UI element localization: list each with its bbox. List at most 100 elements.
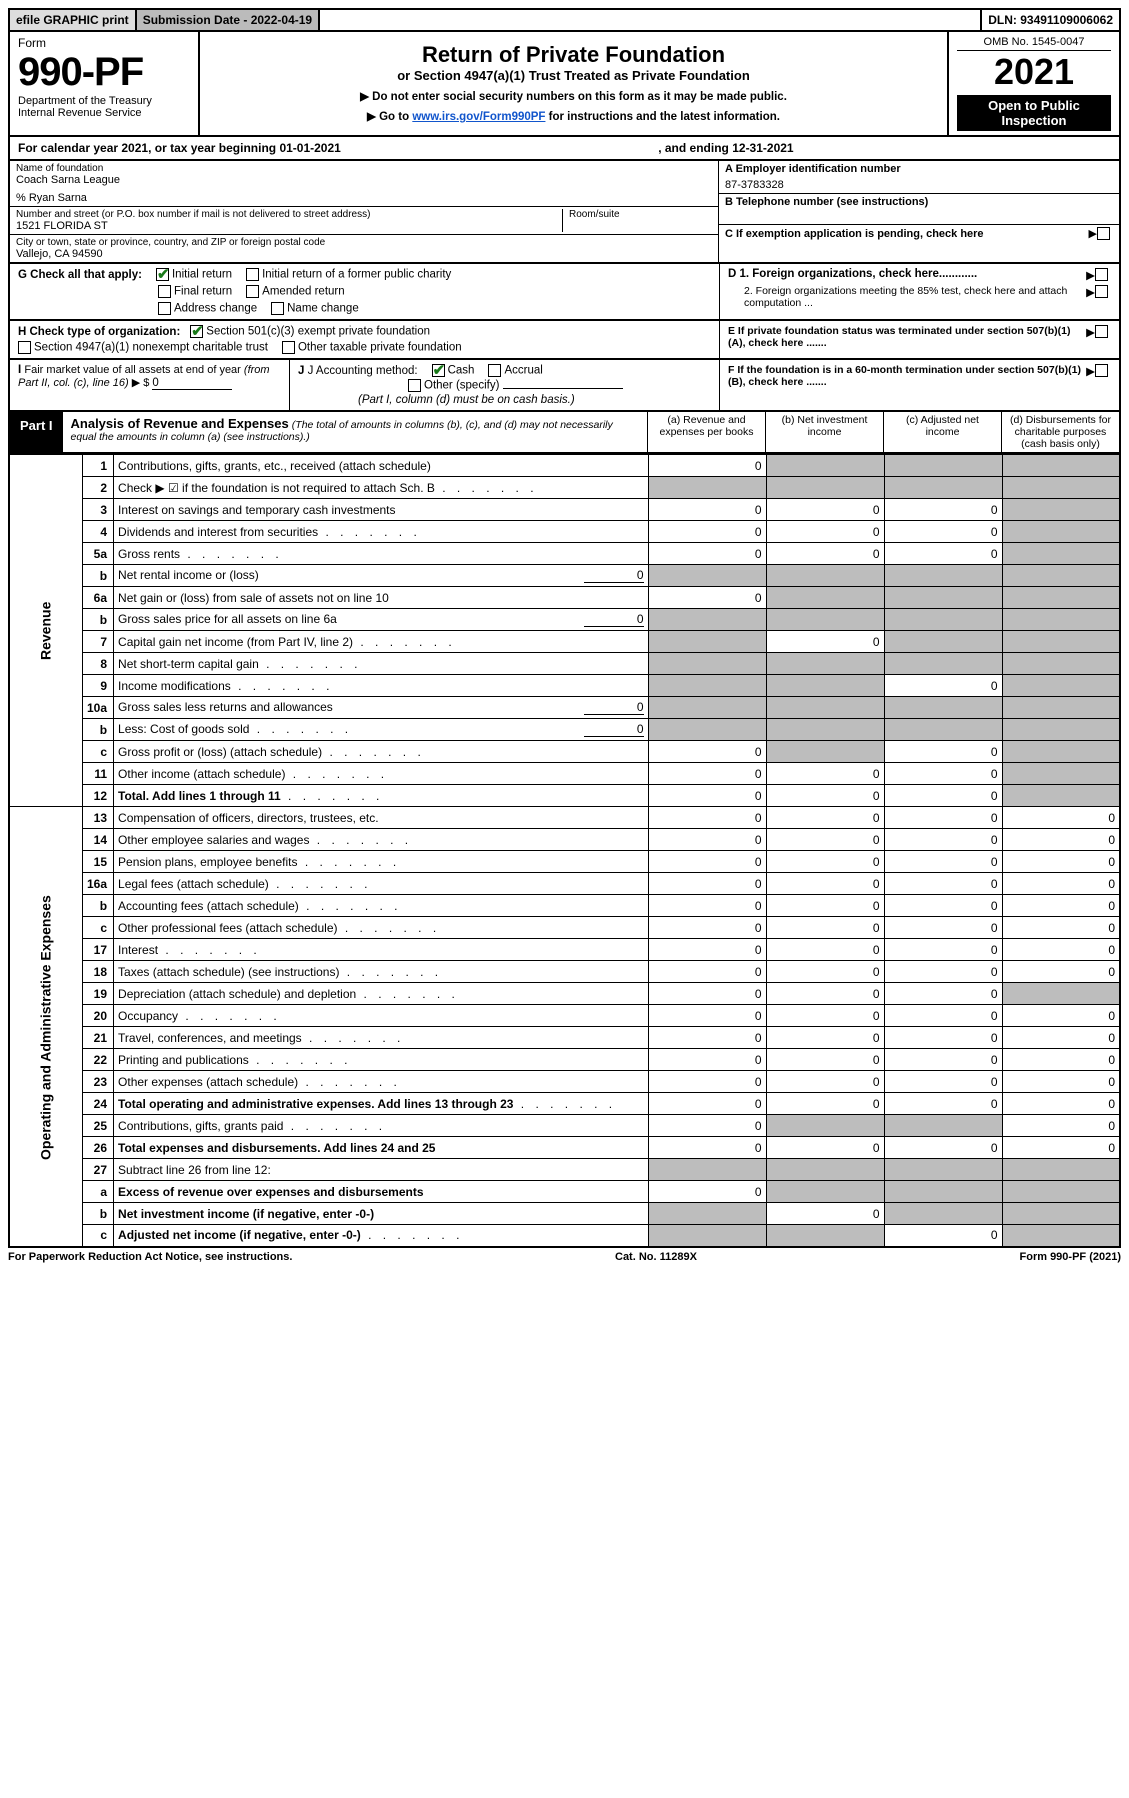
d1-checkbox[interactable] xyxy=(1095,268,1108,281)
line-number: b xyxy=(83,719,114,741)
d2-checkbox[interactable] xyxy=(1095,285,1108,298)
g-initial-checkbox[interactable] xyxy=(156,268,169,281)
g-name-checkbox[interactable] xyxy=(271,302,284,315)
cell-a: 0 xyxy=(648,1071,766,1093)
cell-c: 0 xyxy=(884,1005,1002,1027)
c-checkbox[interactable] xyxy=(1097,227,1110,240)
line-number: 10a xyxy=(83,697,114,719)
cell-c xyxy=(884,1115,1002,1137)
h-501c3-checkbox[interactable] xyxy=(190,325,203,338)
line-desc: Adjusted net income (if negative, enter … xyxy=(114,1225,648,1247)
c-label: C If exemption application is pending, c… xyxy=(725,228,1087,240)
cell-a: 0 xyxy=(648,1137,766,1159)
table-row: 16aLegal fees (attach schedule) . . . . … xyxy=(9,873,1120,895)
line-number: b xyxy=(83,895,114,917)
cell-d: 0 xyxy=(1002,917,1120,939)
e-checkbox[interactable] xyxy=(1095,325,1108,338)
cell-b xyxy=(766,565,884,587)
line-number: c xyxy=(83,1225,114,1247)
line-desc: Gross profit or (loss) (attach schedule)… xyxy=(114,741,648,763)
col-c-header: (c) Adjusted net income xyxy=(883,412,1001,452)
g-address-checkbox[interactable] xyxy=(158,302,171,315)
line-desc: Net gain or (loss) from sale of assets n… xyxy=(114,587,648,609)
g-row: G Check all that apply: Initial return I… xyxy=(18,268,711,281)
form-subtitle: or Section 4947(a)(1) Trust Treated as P… xyxy=(208,68,939,83)
g-final-checkbox[interactable] xyxy=(158,285,171,298)
line-desc: Other expenses (attach schedule) . . . .… xyxy=(114,1071,648,1093)
cell-a: 0 xyxy=(648,961,766,983)
cell-b: 0 xyxy=(766,851,884,873)
cell-b xyxy=(766,697,884,719)
line-number: 1 xyxy=(83,455,114,477)
cell-b: 0 xyxy=(766,521,884,543)
cell-b: 0 xyxy=(766,1137,884,1159)
cell-d: 0 xyxy=(1002,1071,1120,1093)
street-address: 1521 FLORIDA ST xyxy=(16,220,562,232)
cell-a: 0 xyxy=(648,851,766,873)
f-checkbox[interactable] xyxy=(1095,364,1108,377)
f-row: F If the foundation is in a 60-month ter… xyxy=(728,364,1111,388)
line-number: 2 xyxy=(83,477,114,499)
line-desc: Subtract line 26 from line 12: xyxy=(114,1159,648,1181)
city-label: City or town, state or province, country… xyxy=(16,237,712,248)
cell-a: 0 xyxy=(648,983,766,1005)
line-number: 23 xyxy=(83,1071,114,1093)
j-cash-checkbox[interactable] xyxy=(432,364,445,377)
form-title: Return of Private Foundation xyxy=(208,42,939,68)
g-amended-checkbox[interactable] xyxy=(246,285,259,298)
cell-b: 0 xyxy=(766,961,884,983)
table-row: bLess: Cost of goods sold . . . . . . . … xyxy=(9,719,1120,741)
line-desc: Occupancy . . . . . . . xyxy=(114,1005,648,1027)
omb-number: OMB No. 1545-0047 xyxy=(957,36,1111,51)
line-number: 11 xyxy=(83,763,114,785)
cell-c xyxy=(884,719,1002,741)
line-desc: Contributions, gifts, grants paid . . . … xyxy=(114,1115,648,1137)
h-row2: Section 4947(a)(1) nonexempt charitable … xyxy=(18,341,711,354)
j-other-checkbox[interactable] xyxy=(408,379,421,392)
table-row: 15Pension plans, employee benefits . . .… xyxy=(9,851,1120,873)
cell-b xyxy=(766,455,884,477)
cell-c: 0 xyxy=(884,939,1002,961)
line-number: 13 xyxy=(83,807,114,829)
cell-c: 0 xyxy=(884,1137,1002,1159)
h-4947-checkbox[interactable] xyxy=(18,341,31,354)
cell-b xyxy=(766,609,884,631)
table-row: bNet rental income or (loss) 0 xyxy=(9,565,1120,587)
cell-d: 0 xyxy=(1002,851,1120,873)
table-row: 9Income modifications . . . . . . .0 xyxy=(9,675,1120,697)
expenses-side-label: Operating and Administrative Expenses xyxy=(9,807,83,1247)
line-desc: Gross sales price for all assets on line… xyxy=(114,609,648,631)
foundation-name: Coach Sarna League xyxy=(16,174,712,186)
entity-info: Name of foundation Coach Sarna League % … xyxy=(8,161,1121,264)
cell-b: 0 xyxy=(766,1005,884,1027)
h-other-checkbox[interactable] xyxy=(282,341,295,354)
cell-b: 0 xyxy=(766,807,884,829)
cell-a xyxy=(648,719,766,741)
table-row: 14Other employee salaries and wages . . … xyxy=(9,829,1120,851)
cell-b xyxy=(766,675,884,697)
g-initial: Initial return xyxy=(172,269,232,281)
line-desc: Excess of revenue over expenses and disb… xyxy=(114,1181,648,1203)
city-row: City or town, state or province, country… xyxy=(10,235,718,262)
line-number: 16a xyxy=(83,873,114,895)
h-row1: H Check type of organization: Section 50… xyxy=(18,325,711,338)
cell-b: 0 xyxy=(766,1049,884,1071)
cell-b: 0 xyxy=(766,1093,884,1115)
form-link[interactable]: www.irs.gov/Form990PF xyxy=(412,111,545,123)
table-row: cAdjusted net income (if negative, enter… xyxy=(9,1225,1120,1247)
footer-left: For Paperwork Reduction Act Notice, see … xyxy=(8,1251,292,1263)
cell-a: 0 xyxy=(648,1093,766,1115)
cell-c: 0 xyxy=(884,521,1002,543)
page-footer: For Paperwork Reduction Act Notice, see … xyxy=(8,1248,1121,1266)
cell-d xyxy=(1002,543,1120,565)
cell-c xyxy=(884,631,1002,653)
g-initial-former-checkbox[interactable] xyxy=(246,268,259,281)
cell-a: 0 xyxy=(648,587,766,609)
cell-b xyxy=(766,587,884,609)
j-accrual-checkbox[interactable] xyxy=(488,364,501,377)
cell-d xyxy=(1002,719,1120,741)
dln-label: DLN: 93491109006062 xyxy=(982,10,1119,30)
cell-c: 0 xyxy=(884,785,1002,807)
revenue-side-label: Revenue xyxy=(9,455,83,807)
d2-row: 2. Foreign organizations meeting the 85%… xyxy=(728,285,1111,309)
